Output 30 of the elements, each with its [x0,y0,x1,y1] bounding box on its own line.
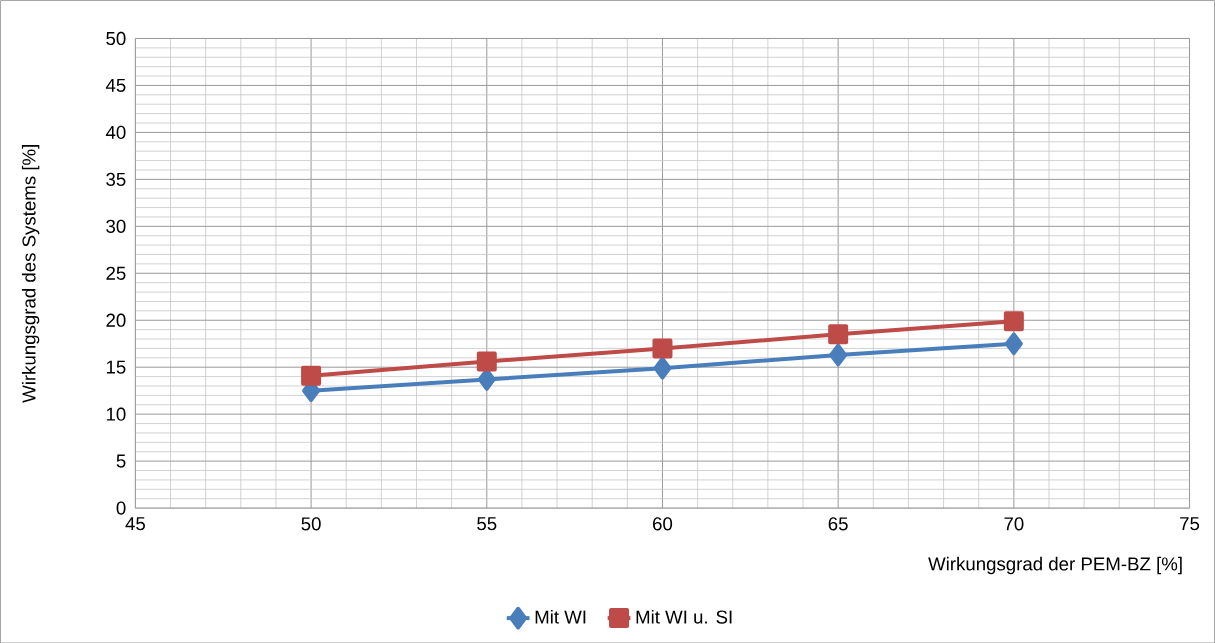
y-axis-title: Wirkungsgrad des Systems [%] [21,144,40,403]
point [301,365,322,386]
legend-label: Mit WI u. SI [636,609,732,624]
point [828,324,849,345]
y-tick-label: 20 [106,313,126,327]
y-tick-label: 0 [116,501,126,515]
legend-label: Mit WI [535,609,586,624]
point [653,356,672,380]
y-tick-label: 30 [106,219,126,233]
y-tick-label: 5 [116,454,126,468]
x-tick-label: 50 [301,516,321,531]
x-tick-label: 70 [1004,516,1024,531]
y-tick-label: 45 [105,78,126,92]
x-tick-label: 45 [125,517,145,531]
point [476,351,497,372]
y-tick-label: 25 [106,266,126,280]
point [1003,310,1024,331]
y-tick-label: 40 [105,125,126,139]
x-tick-label: 60 [653,516,673,531]
y-tick-label: 15 [106,360,126,374]
y-tick-label: 10 [106,407,126,421]
x-tick-label: 55 [477,517,497,531]
point [1004,332,1023,355]
x-axis-title: Wirkungsgrad der PEM-BZ [%] [928,556,1182,574]
y-tick-label: 50 [106,31,126,45]
y-tick-label: 35 [106,172,126,186]
point [829,343,848,367]
x-tick-label: 65 [828,516,848,531]
point [652,338,673,359]
x-tick-label: 75 [1180,517,1200,531]
